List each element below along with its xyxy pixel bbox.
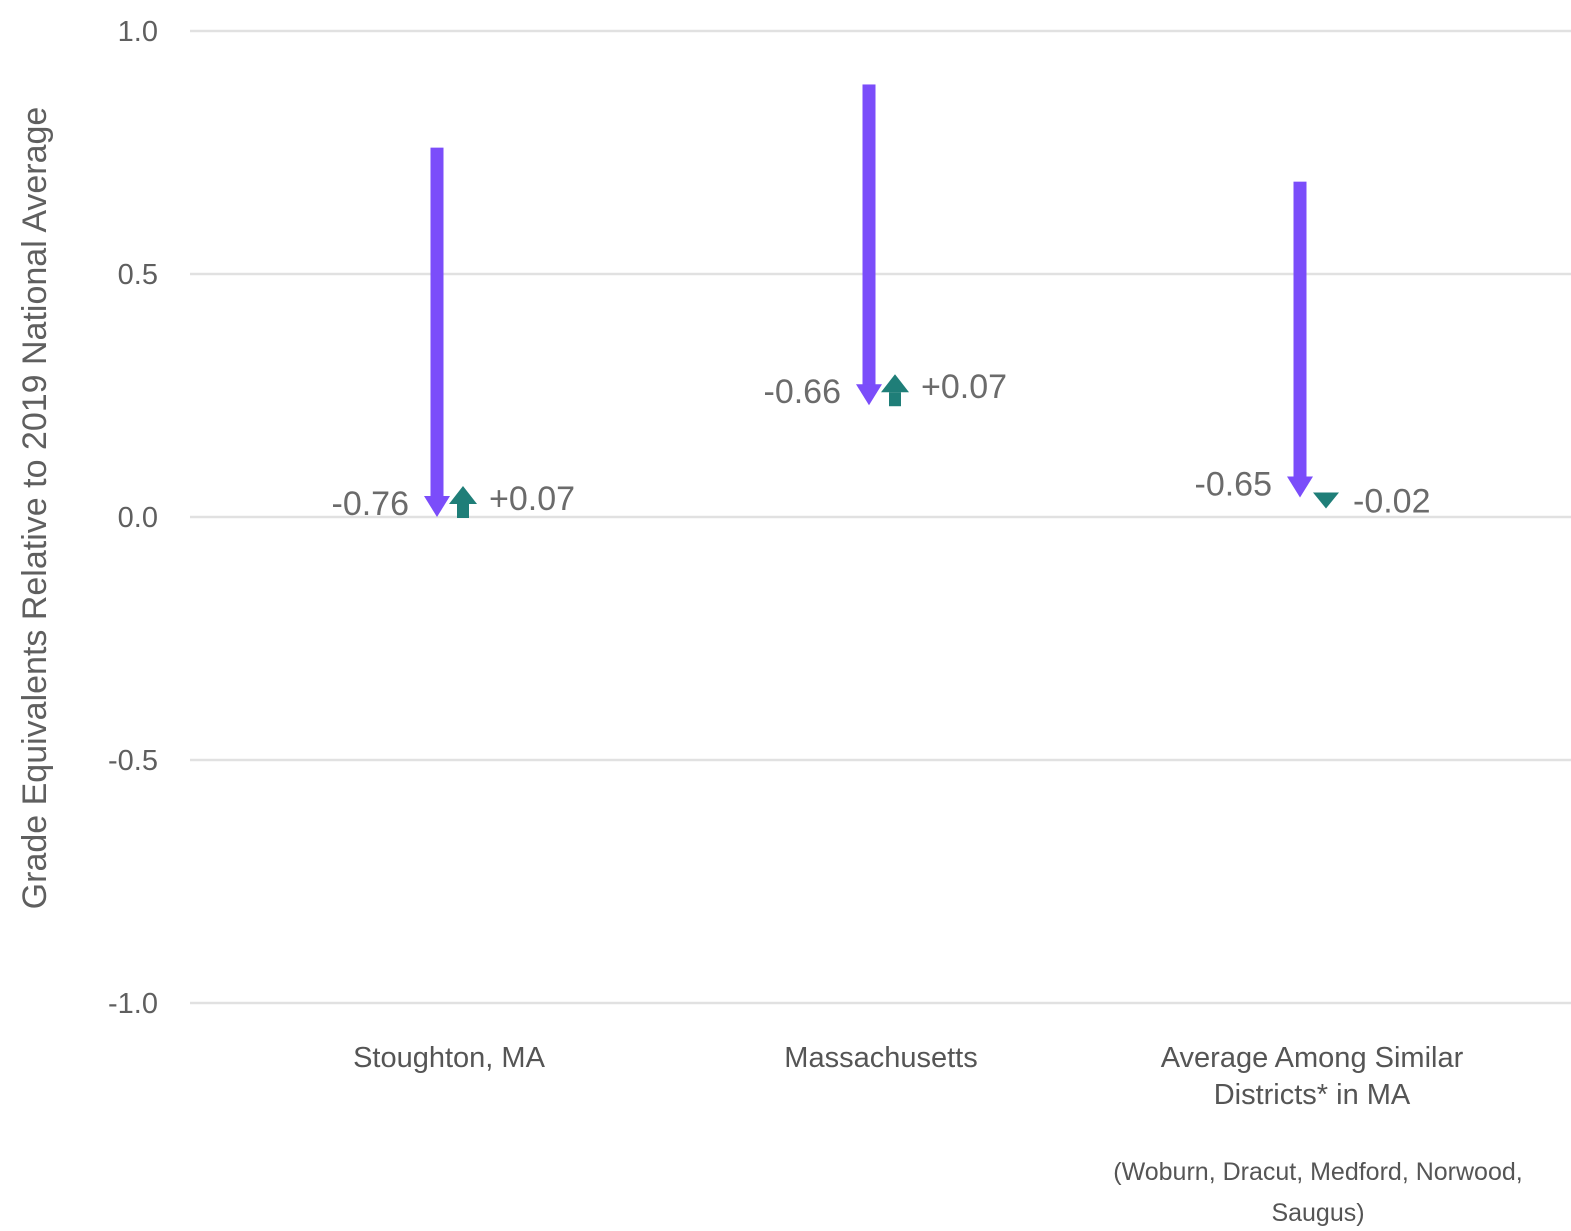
y-tick-label: 1.0 — [118, 16, 158, 48]
recovery-label: +0.07 — [921, 368, 1007, 406]
recovery-arrow-head — [881, 374, 909, 393]
y-axis-title: Grade Equivalents Relative to 2019 Natio… — [16, 107, 54, 910]
decline-label: -0.65 — [1195, 466, 1273, 504]
category-label: Stoughton, MA — [353, 1042, 545, 1074]
recovery-arrow-head — [449, 486, 477, 504]
category-note: Saugus) — [1271, 1199, 1364, 1227]
category-label: Massachusetts — [784, 1042, 977, 1074]
decline-label: -0.76 — [332, 485, 410, 523]
decline-label: -0.66 — [764, 373, 842, 411]
decline-arrow-shaft — [1293, 181, 1307, 478]
decline-arrow-head — [856, 384, 882, 406]
category-label: Average Among Similar — [1161, 1042, 1464, 1074]
recovery-arrow-shaft — [457, 504, 469, 518]
recovery-arrow-shaft — [889, 392, 901, 407]
category-note: (Woburn, Dracut, Medford, Norwood, — [1113, 1158, 1522, 1186]
grid-layer — [190, 29, 1571, 1005]
decline-arrow-head — [1287, 476, 1313, 498]
y-tick-label: -1.0 — [108, 988, 158, 1020]
category-label: Districts* in MA — [1214, 1079, 1411, 1111]
decline-arrow-head — [424, 496, 450, 517]
y-tick-label: -0.5 — [108, 745, 158, 777]
recovery-arrow-head — [1313, 492, 1339, 509]
decline-arrow-shaft — [862, 84, 876, 386]
category-labels: Stoughton, MA Massachusetts Average Among … — [353, 1042, 1523, 1227]
recovery-label: -0.02 — [1353, 483, 1431, 521]
marks-layer: -0.76 +0.07 -0.66 +0.07 -0.65 -0.02 — [332, 84, 1431, 523]
y-tick-label: 0.5 — [118, 259, 158, 291]
decline-arrow-shaft — [430, 147, 444, 497]
recovery-label: +0.07 — [489, 480, 575, 518]
y-tick-label: 0.0 — [118, 502, 158, 534]
y-axis-ticks: 1.0 0.5 0.0 -0.5 -1.0 — [108, 16, 158, 1020]
